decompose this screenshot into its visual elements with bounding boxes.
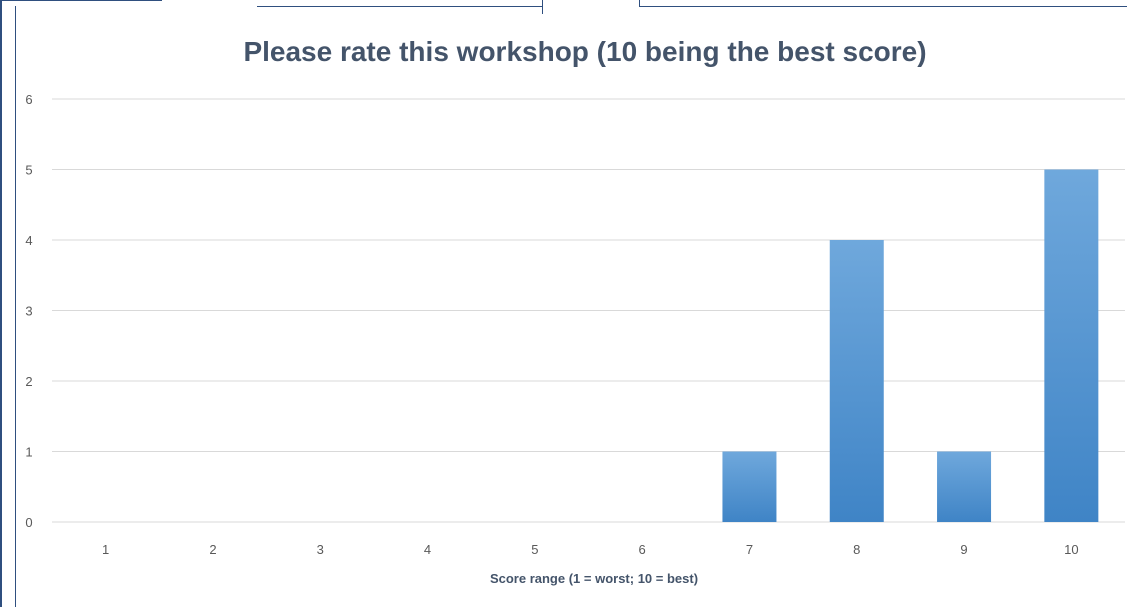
x-tick-label-6: 6 bbox=[639, 542, 646, 557]
frame-left-inner-line bbox=[15, 6, 16, 607]
bar-score-7 bbox=[722, 451, 777, 522]
y-tick-label-3: 3 bbox=[25, 304, 32, 319]
bar-score-9 bbox=[937, 451, 992, 522]
y-tick-label-0: 0 bbox=[25, 515, 32, 530]
x-axis-title: Score range (1 = worst; 10 = best) bbox=[490, 571, 698, 586]
y-tick-label-2: 2 bbox=[25, 374, 32, 389]
y-tick-label-4: 4 bbox=[25, 233, 32, 248]
x-tick-label-5: 5 bbox=[531, 542, 538, 557]
y-axis-ticks: 0 1 2 3 4 5 6 bbox=[25, 92, 32, 530]
x-tick-label-1: 1 bbox=[102, 542, 109, 557]
x-tick-label-4: 4 bbox=[424, 542, 431, 557]
x-tick-label-8: 8 bbox=[853, 542, 860, 557]
chart-title: Please rate this workshop (10 being the … bbox=[243, 36, 926, 67]
bar-score-8 bbox=[829, 240, 884, 522]
frame-divider-right bbox=[639, 0, 640, 6]
frame-top-left-line bbox=[2, 0, 162, 1]
frame-top-middle-line bbox=[257, 6, 542, 7]
frame-top-right-line bbox=[639, 6, 1127, 7]
x-tick-label-10: 10 bbox=[1064, 542, 1078, 557]
bars bbox=[722, 169, 1099, 522]
y-tick-label-6: 6 bbox=[25, 92, 32, 107]
x-tick-label-3: 3 bbox=[317, 542, 324, 557]
frame-divider-left bbox=[542, 0, 543, 14]
bar-score-10 bbox=[1044, 169, 1099, 522]
y-tick-label-1: 1 bbox=[25, 445, 32, 460]
x-tick-label-7: 7 bbox=[746, 542, 753, 557]
x-tick-label-9: 9 bbox=[960, 542, 967, 557]
x-axis-ticks: 1 2 3 4 5 6 7 8 9 10 bbox=[102, 542, 1079, 557]
y-tick-label-5: 5 bbox=[25, 163, 32, 178]
x-tick-label-2: 2 bbox=[209, 542, 216, 557]
